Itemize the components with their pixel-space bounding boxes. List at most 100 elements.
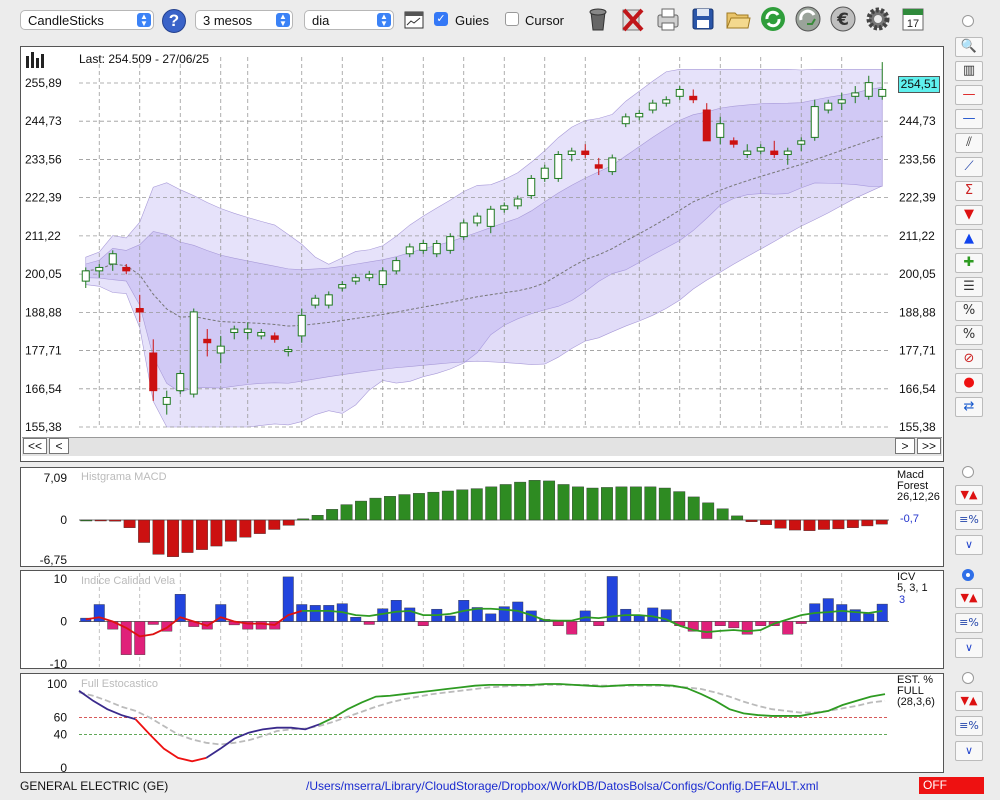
percent-scale-button[interactable]: % [955, 301, 983, 321]
chart-type-select[interactable]: CandleSticks ▲ ▼ [20, 10, 154, 30]
macd-bar-negative [152, 519, 165, 555]
settings-button[interactable] [864, 5, 892, 33]
arrow-up-button[interactable]: ▲ [955, 229, 983, 249]
icv-arrows-button[interactable]: ▼▲ [955, 588, 983, 608]
stochastic-panel-radio[interactable] [962, 672, 974, 684]
icv-y-tick: 10 [54, 572, 68, 586]
cursor-label: Cursor [525, 13, 565, 28]
channel-button[interactable]: ⫽ [955, 133, 983, 153]
nav-first-button[interactable]: << [23, 438, 47, 454]
swap-button[interactable]: ⇄ [955, 397, 983, 417]
icv-curves-button[interactable]: ∨ [955, 638, 983, 658]
icv-chart[interactable]: 10 0 -10 [21, 571, 943, 668]
macd-bar-positive [485, 486, 498, 521]
candle [270, 332, 279, 343]
candle [284, 346, 293, 357]
candle [419, 240, 428, 254]
guies-checkbox[interactable]: ✓ [434, 12, 448, 26]
macd-curves-button[interactable]: ∨ [955, 535, 983, 555]
save-button[interactable] [689, 5, 717, 33]
list-button[interactable]: ☰ [955, 277, 983, 297]
candle-body-up [837, 99, 846, 104]
horizontal-line-red-button[interactable]: — [955, 85, 983, 105]
date-navigation-bar [22, 437, 942, 456]
outer-envelope-band [85, 69, 883, 428]
candle [459, 219, 468, 241]
print-button[interactable] [654, 5, 682, 33]
off-status-badge[interactable]: OFF [919, 777, 984, 794]
refresh-button[interactable] [759, 5, 787, 33]
stochastic-levels-button[interactable]: ≡% [955, 716, 983, 736]
record-icon: ● [963, 375, 975, 390]
config-path-link[interactable]: /Users/mserra/Library/CloudStorage/Dropb… [306, 779, 819, 793]
macd-bar-negative [875, 519, 888, 525]
percent-lines-button[interactable]: % [955, 325, 983, 345]
macd-bar-positive [687, 496, 700, 521]
stochastic-y-tick: 100 [47, 677, 67, 691]
record-button[interactable]: ● [955, 373, 983, 393]
icv-bar-negative [161, 621, 173, 632]
icv-bar-negative [417, 621, 429, 626]
period-select[interactable]: 3 mesos ▲ ▼ [195, 10, 293, 30]
delete-icon [622, 8, 644, 32]
buy-sell-button[interactable]: ✚ [955, 253, 983, 273]
candles-icon: ▥ [962, 63, 976, 78]
clear-button[interactable]: ⊘ [955, 349, 983, 369]
cursor-checkbox[interactable] [505, 12, 519, 26]
nav-prev-button[interactable]: < [49, 438, 69, 454]
arrow-down-button[interactable]: ▼ [955, 205, 983, 225]
stochastic-curves-button[interactable]: ∨ [955, 741, 983, 761]
macd-bar-negative [803, 519, 816, 531]
calendar-button[interactable]: 17 [899, 5, 927, 33]
candle-body-down [135, 308, 144, 313]
price-chart[interactable]: 255,89255,89244,73244,73233,56233,56222,… [21, 47, 943, 461]
sync-button[interactable] [794, 5, 822, 33]
candle [486, 205, 495, 234]
delete-button[interactable] [619, 5, 647, 33]
main-panel-radio[interactable] [962, 15, 974, 27]
candle-body-up [365, 273, 374, 279]
macd-histogram[interactable]: 7,09 0 -6,75 [21, 468, 943, 566]
macd-bar-positive [557, 484, 570, 521]
icv-bar-positive [80, 617, 92, 622]
candle [324, 291, 333, 309]
fibonacci-icon: Σ [964, 183, 974, 198]
candle [851, 86, 860, 104]
fibonacci-button[interactable]: Σ [955, 181, 983, 201]
stochastic-k-line-rising [318, 683, 886, 726]
y-tick-label-right: 188,88 [899, 305, 936, 319]
swap-icon: ⇄ [963, 399, 975, 414]
arrow-up-icon: ▲ [964, 231, 974, 246]
candle-style-button[interactable]: ▥ [955, 61, 983, 81]
y-tick-label-right: 200,05 [899, 267, 936, 281]
horizontal-line-blue-button[interactable]: — [955, 109, 983, 129]
refresh-icon [761, 7, 785, 31]
stochastic-chart[interactable]: 100 60 40 0 [21, 674, 943, 772]
macd-panel-radio[interactable] [962, 466, 974, 478]
currency-button[interactable]: € [829, 5, 857, 33]
icv-levels-button[interactable]: ≡% [955, 613, 983, 633]
candle-body-up [284, 349, 293, 353]
interval-select[interactable]: dia ▲ ▼ [304, 10, 394, 30]
macd-levels-button[interactable]: ≡% [955, 510, 983, 530]
zoom-button[interactable]: 🔍 [955, 37, 983, 57]
candle-body-up [810, 106, 819, 138]
nav-next-button[interactable]: > [895, 438, 915, 454]
candle-body-up [405, 246, 414, 255]
up-down-arrows-icon: ▼▲ [960, 694, 978, 707]
macd-arrows-button[interactable]: ▼▲ [955, 485, 983, 505]
stochastic-arrows-button[interactable]: ▼▲ [955, 691, 983, 711]
trendline-button[interactable]: ⟋ [955, 157, 983, 177]
candle-body-up [189, 311, 198, 395]
candle [743, 144, 752, 158]
icv-panel-radio[interactable] [962, 569, 974, 581]
help-button[interactable]: ? [162, 9, 186, 33]
open-folder-button[interactable] [724, 5, 752, 33]
stochastic-k-line-neutral [78, 689, 136, 721]
nav-last-button[interactable]: >> [917, 438, 941, 454]
candle [378, 267, 387, 288]
macd-bar-negative [239, 519, 252, 538]
chart-window-button[interactable] [404, 11, 424, 29]
trash-button[interactable] [584, 5, 612, 33]
sync-icon [795, 6, 821, 32]
